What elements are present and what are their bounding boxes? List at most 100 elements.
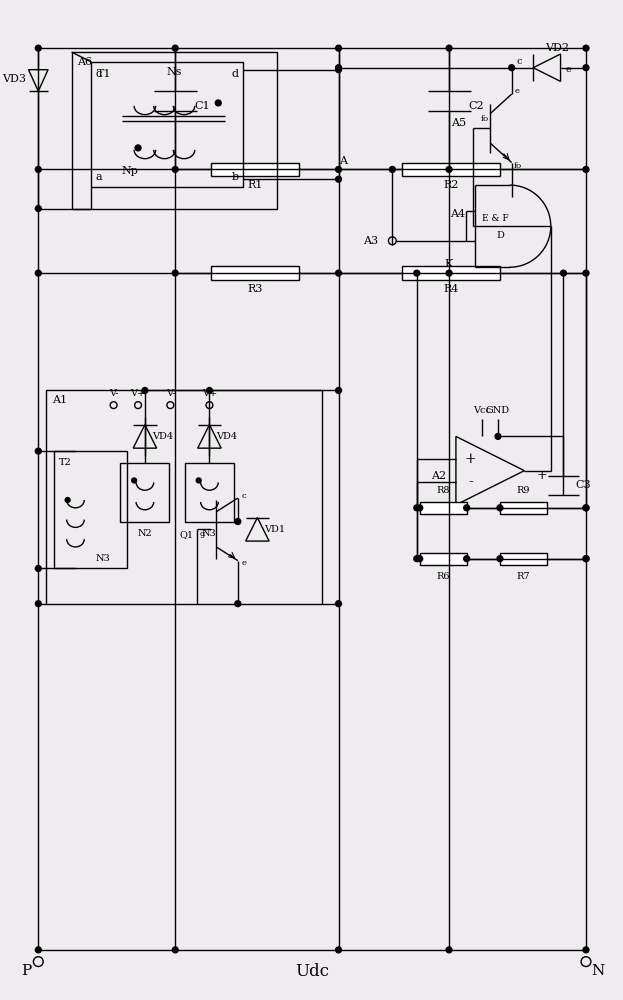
- Text: b: b: [231, 172, 239, 182]
- Circle shape: [336, 67, 341, 73]
- Text: -: -: [468, 475, 473, 489]
- Circle shape: [583, 45, 589, 51]
- Text: E & F: E & F: [482, 214, 508, 223]
- Bar: [402, 266, 500, 280]
- Text: A4: A4: [450, 209, 465, 219]
- Text: R7: R7: [516, 572, 530, 581]
- Circle shape: [36, 45, 41, 51]
- Text: c: c: [96, 69, 102, 79]
- Circle shape: [216, 100, 221, 106]
- Text: A2: A2: [430, 471, 446, 481]
- Text: e: e: [241, 559, 246, 567]
- Text: VD2: VD2: [545, 43, 569, 53]
- Circle shape: [336, 601, 341, 607]
- Text: R2: R2: [444, 180, 459, 190]
- Circle shape: [336, 270, 341, 276]
- Circle shape: [235, 519, 240, 524]
- Circle shape: [417, 505, 422, 511]
- Text: T1: T1: [97, 69, 112, 79]
- Circle shape: [336, 166, 341, 172]
- Bar: [72, 52, 277, 209]
- Text: N: N: [591, 964, 604, 978]
- Bar: [500, 553, 547, 565]
- Bar: [211, 266, 300, 280]
- Text: g: g: [199, 530, 204, 538]
- Circle shape: [65, 498, 70, 502]
- Bar: [500, 502, 547, 514]
- Circle shape: [336, 65, 341, 71]
- Text: C2: C2: [468, 101, 484, 111]
- Text: C3: C3: [575, 480, 591, 490]
- Text: V-: V-: [166, 389, 175, 398]
- Text: V+: V+: [130, 389, 146, 398]
- Text: e: e: [566, 65, 571, 74]
- Text: C1: C1: [195, 101, 211, 111]
- Circle shape: [583, 505, 589, 511]
- Text: a: a: [95, 172, 102, 182]
- Text: VD4: VD4: [216, 432, 237, 441]
- Text: P: P: [21, 964, 32, 978]
- Circle shape: [414, 270, 420, 276]
- Text: GND: GND: [486, 406, 510, 415]
- Text: V+: V+: [202, 389, 217, 398]
- Circle shape: [173, 166, 178, 172]
- Circle shape: [446, 270, 452, 276]
- Text: A3: A3: [363, 236, 378, 246]
- Text: c: c: [516, 57, 522, 66]
- Circle shape: [583, 556, 589, 562]
- Bar: [54, 451, 127, 568]
- Circle shape: [446, 166, 452, 172]
- Bar: [420, 553, 467, 565]
- Bar: [185, 463, 234, 522]
- Circle shape: [495, 433, 501, 439]
- Circle shape: [446, 947, 452, 953]
- Text: fo: fo: [513, 162, 521, 170]
- Circle shape: [336, 947, 341, 953]
- Text: N3: N3: [202, 529, 217, 538]
- Circle shape: [173, 947, 178, 953]
- Text: Udc: Udc: [295, 963, 329, 980]
- Circle shape: [36, 448, 41, 454]
- Circle shape: [497, 556, 503, 562]
- Circle shape: [336, 388, 341, 393]
- Circle shape: [417, 556, 422, 562]
- Circle shape: [173, 45, 178, 51]
- Circle shape: [583, 166, 589, 172]
- Text: fo: fo: [481, 115, 489, 123]
- Circle shape: [36, 601, 41, 607]
- Circle shape: [446, 45, 452, 51]
- Text: R8: R8: [437, 486, 450, 495]
- Circle shape: [414, 505, 420, 511]
- Circle shape: [561, 270, 566, 276]
- Circle shape: [583, 505, 589, 511]
- Circle shape: [464, 505, 470, 511]
- Circle shape: [235, 601, 240, 607]
- Text: K: K: [445, 259, 454, 269]
- Text: Vcc: Vcc: [473, 406, 492, 415]
- Circle shape: [389, 166, 395, 172]
- Bar: [211, 163, 300, 176]
- Bar: [91, 62, 243, 187]
- Text: Ns: Ns: [166, 67, 182, 77]
- Text: VD1: VD1: [264, 525, 285, 534]
- Text: R9: R9: [516, 486, 530, 495]
- Circle shape: [36, 270, 41, 276]
- Text: c: c: [241, 492, 246, 500]
- Text: VD4: VD4: [152, 432, 173, 441]
- Text: e: e: [515, 87, 520, 95]
- Bar: [120, 463, 169, 522]
- Circle shape: [196, 478, 201, 483]
- Circle shape: [464, 556, 470, 562]
- Text: d: d: [231, 69, 239, 79]
- Text: A: A: [340, 156, 348, 166]
- Circle shape: [36, 566, 41, 571]
- Circle shape: [36, 206, 41, 211]
- Circle shape: [36, 166, 41, 172]
- Text: R1: R1: [248, 180, 263, 190]
- Text: VD3: VD3: [2, 74, 26, 84]
- Text: R6: R6: [437, 572, 450, 581]
- Circle shape: [336, 45, 341, 51]
- Circle shape: [497, 505, 503, 511]
- Circle shape: [583, 947, 589, 953]
- Text: A1: A1: [52, 395, 67, 405]
